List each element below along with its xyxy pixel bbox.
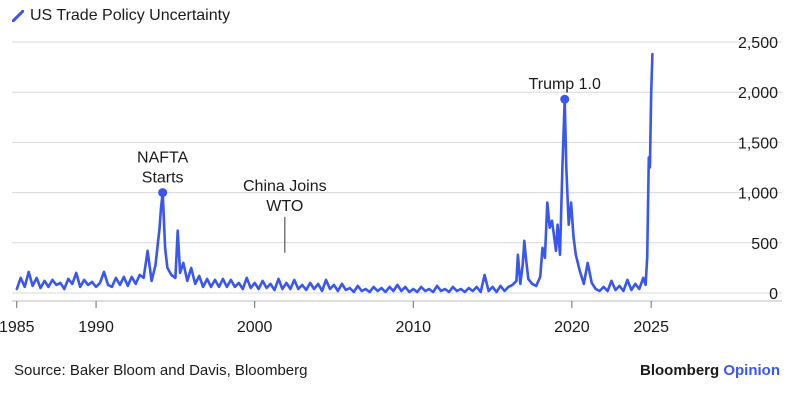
brand-logo: Bloomberg Opinion (640, 362, 780, 379)
annotation-label: WTO (266, 198, 303, 215)
x-tick-label: 2025 (633, 319, 669, 336)
y-tick-label: 2,500 (738, 35, 778, 52)
annotation-marker (560, 94, 570, 104)
y-tick-label: 500 (751, 236, 778, 253)
annotation-label: NAFTA (137, 150, 189, 167)
x-tick-label: 1990 (78, 319, 114, 336)
legend: US Trade Policy Uncertainty (12, 7, 230, 25)
x-tick-label: 1985 (0, 319, 35, 336)
annotation-label: Starts (142, 170, 184, 187)
legend-label: US Trade Policy Uncertainty (30, 7, 231, 24)
annotation-marker (158, 188, 168, 198)
annotation-label: China Joins (243, 178, 327, 195)
x-tick-label: 2010 (395, 319, 431, 336)
annotation-label: Trump 1.0 (529, 76, 601, 93)
brand-main: Bloomberg (640, 362, 720, 379)
y-tick-label: 1,500 (738, 135, 778, 152)
source-note: Source: Baker Bloom and Davis, Bloomberg (14, 362, 308, 379)
y-tick-label: 1,000 (738, 186, 778, 203)
x-tick-label: 2020 (554, 319, 590, 336)
y-tick-label: 0 (769, 286, 778, 303)
y-tick-label: 2,000 (738, 85, 778, 102)
x-tick-label: 2000 (237, 319, 273, 336)
legend-line-icon (12, 10, 24, 22)
series-line (15, 52, 654, 294)
brand-accent: Opinion (723, 362, 780, 379)
